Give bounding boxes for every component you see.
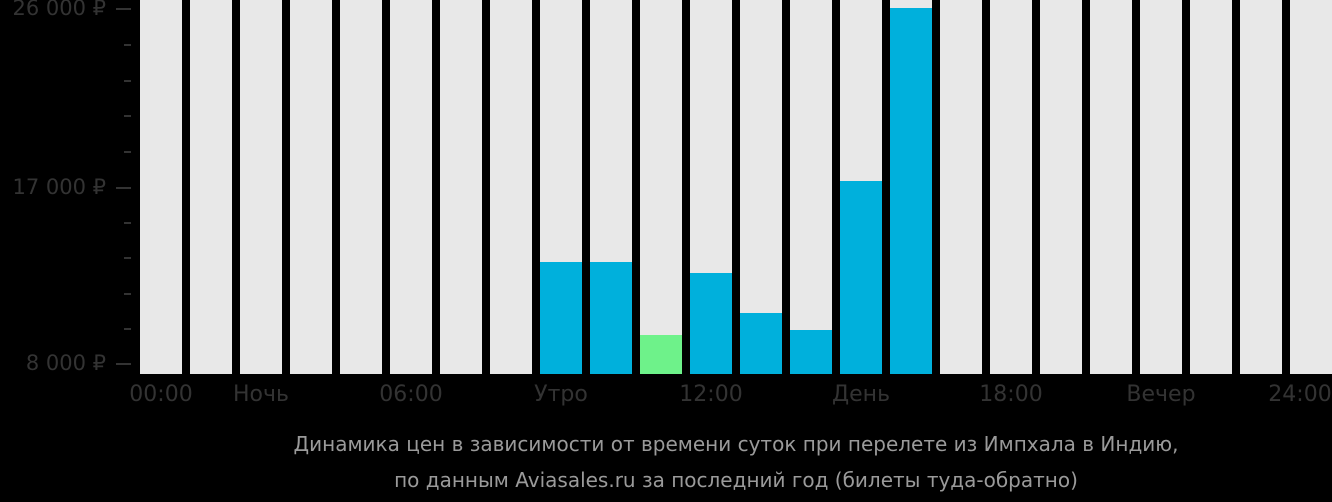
price-bar[interactable] [790, 329, 832, 374]
x-axis-label: 00:00 [129, 382, 193, 407]
bar-slot-hour-20 [1140, 0, 1182, 374]
x-axis-label: 24:00 [1268, 382, 1332, 407]
bar-slot-hour-09 [590, 0, 632, 374]
cheapest-price-bar[interactable] [640, 334, 682, 374]
y-axis-label: 26 000 ₽ [12, 0, 106, 20]
chart-caption-line-1: Динамика цен в зависимости от времени су… [293, 432, 1179, 456]
x-axis-label: 06:00 [379, 382, 443, 407]
bar-slot-hour-13 [790, 0, 832, 374]
y-axis-minor-tick [124, 44, 131, 46]
price-bar[interactable] [840, 181, 882, 374]
bar-slot-hour-00 [140, 0, 182, 374]
y-axis-minor-tick [124, 222, 131, 224]
price-bar[interactable] [590, 261, 632, 374]
bar-slot-hour-01 [190, 0, 232, 374]
bar-slot-hour-22 [1240, 0, 1282, 374]
bar-slot-hour-04 [340, 0, 382, 374]
bar-slot-hour-03 [290, 0, 332, 374]
price-bar[interactable] [540, 261, 582, 374]
y-axis-minor-tick [124, 80, 131, 82]
bar-slot-hour-06 [440, 0, 482, 374]
y-axis-major-tick [116, 187, 131, 189]
bar-slot-hour-14 [840, 0, 882, 374]
bar-slot-hour-02 [240, 0, 282, 374]
bar-slot-hour-11 [690, 0, 732, 374]
bar-slot-hour-16 [940, 0, 982, 374]
y-axis-label: 17 000 ₽ [12, 175, 106, 199]
bar-slot-hour-15 [890, 0, 932, 374]
x-axis-label: 12:00 [679, 382, 743, 407]
y-axis-minor-tick [124, 328, 131, 330]
price-bar[interactable] [690, 272, 732, 374]
price-bar[interactable] [740, 312, 782, 374]
y-axis-label: 8 000 ₽ [25, 351, 106, 375]
x-axis-label: День [831, 382, 891, 407]
bar-slot-hour-19 [1090, 0, 1132, 374]
bar-slot-hour-18 [1040, 0, 1082, 374]
bar-slot-hour-17 [990, 0, 1032, 374]
bar-slot-hour-21 [1190, 0, 1232, 374]
x-axis-label: Ночь [233, 382, 289, 407]
bar-slot-hour-05 [390, 0, 432, 374]
chart-caption-line-2: по данным Aviasales.ru за последний год … [394, 468, 1078, 492]
y-axis-major-tick [116, 8, 131, 10]
bar-slot-hour-08 [540, 0, 582, 374]
bar-slot-hour-10 [640, 0, 682, 374]
y-axis-minor-tick [124, 115, 131, 117]
x-axis-label: Утро [534, 382, 588, 407]
x-axis-label: Вечер [1126, 382, 1196, 407]
y-axis-minor-tick [124, 151, 131, 153]
bar-slot-hour-23 [1290, 0, 1332, 374]
bar-slot-hour-07 [490, 0, 532, 374]
bar-slot-hour-12 [740, 0, 782, 374]
y-axis-minor-tick [124, 257, 131, 259]
y-axis-minor-tick [124, 293, 131, 295]
x-axis-label: 18:00 [979, 382, 1043, 407]
y-axis-major-tick [116, 363, 131, 365]
price-bar[interactable] [890, 8, 932, 374]
